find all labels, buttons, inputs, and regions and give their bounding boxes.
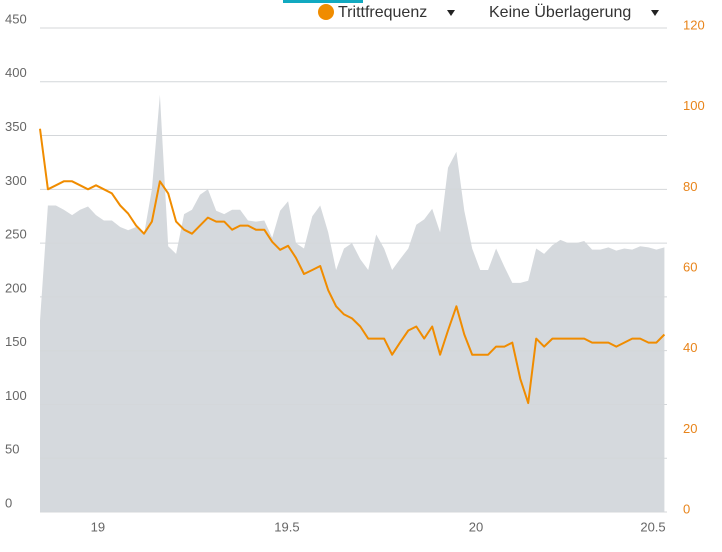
y-tick-label: 150: [5, 334, 27, 349]
dropdown-caret[interactable]: [447, 10, 455, 16]
y2-tick-label: 40: [683, 340, 697, 355]
x-tick-label: 19: [91, 519, 105, 534]
y-tick-label: 300: [5, 173, 27, 188]
y2-tick-label: 60: [683, 259, 697, 274]
y2-tick-label: 120: [683, 17, 705, 32]
y-tick-label: 200: [5, 280, 27, 295]
plot-layer: [40, 94, 665, 512]
grid-layer: 0 50 100 150 200 250 300 350 400 450: [5, 11, 667, 513]
line: [39, 128, 666, 405]
y-tick-label: 400: [5, 65, 27, 80]
y-tick-label: 250: [5, 227, 27, 242]
y-tick-label: 450: [5, 11, 27, 26]
y-tick-label: 0: [5, 495, 12, 510]
x-tick-label: 20: [469, 519, 483, 534]
y-tick-label: 50: [5, 442, 19, 457]
tab-indicator: [283, 0, 363, 3]
y2-tick-label: 100: [683, 98, 705, 113]
legend-label[interactable]: Trittfrequenz: [338, 4, 427, 21]
overlay-menu[interactable]: Keine Überlagerung: [489, 3, 631, 21]
y-tick-label: 350: [5, 119, 27, 134]
x-tick-label: 19.5: [274, 519, 299, 534]
area: [40, 94, 665, 512]
dropdown-caret[interactable]: [651, 10, 659, 16]
x-tick-label: 20.5: [640, 519, 665, 534]
legend-swatch: [318, 4, 334, 20]
y2-tick-label: 20: [683, 421, 697, 436]
y2-tick-label: 80: [683, 179, 697, 194]
y2-tick-label: 0: [683, 501, 690, 516]
y-tick-label: 100: [5, 388, 27, 403]
